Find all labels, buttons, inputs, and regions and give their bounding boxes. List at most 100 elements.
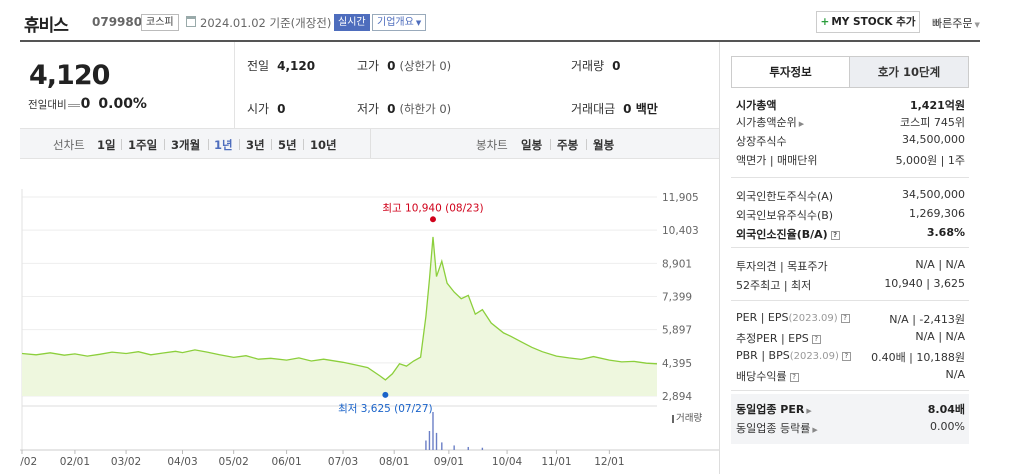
change-label: 전일대비 [28,99,67,111]
info-label[interactable]: 시가총액순위 ▶ [736,114,804,130]
info-label-text: 배당수익률 [736,370,787,383]
info-row: 외국인소진율(B/A)? 3.68% [736,226,965,244]
stat-label: 전일 [247,59,270,73]
info-label-text: 외국인소진율(B/A) [736,228,828,241]
quick-order-button[interactable]: 빠른주문 ▼ [932,15,980,31]
stat-sub: (상한가 0) [399,59,452,73]
x-tick-label: 01/02 [20,456,37,468]
volume-legend-label: 거래량 [676,413,703,424]
help-icon[interactable]: ? [840,313,850,323]
stat-label: 거래량 [571,59,605,73]
section-divider [731,300,969,301]
max-point-marker [429,216,436,223]
info-value: N/A [945,368,965,381]
period-1d[interactable]: 1일 [97,138,116,152]
info-label-text: 상장주식수 [736,135,787,148]
period-1y[interactable]: 1년 [214,138,233,152]
candle-monthly[interactable]: 월봉 [593,138,615,152]
info-period: (2023.09) [789,351,839,362]
x-tick-label: 08/01 [379,456,409,468]
volume-legend: 거래량 [672,410,702,424]
info-label-text: 액면가 | 매매단위 [736,154,818,167]
header-divider [20,40,980,42]
help-icon[interactable]: ? [841,351,851,361]
info-label: 52주최고 | 최저 [736,277,811,293]
volume-bar [467,446,469,450]
info-value: 5,000원 | 1주 [895,154,965,167]
chevron-right-icon: ▶ [806,407,812,415]
period-3m[interactable]: 3개월 [171,138,201,152]
info-label-text: 52주최고 | 최저 [736,279,812,292]
tab-investment-info[interactable]: 투자정보 [731,56,850,88]
current-price: 4,120 [29,60,110,91]
info-label[interactable]: 동일업종 등락률 ▶ [736,420,818,436]
info-label-text: PBR | BPS [736,349,790,362]
period-10y[interactable]: 10년 [310,138,337,152]
info-value: N/A | N/A [915,258,965,271]
info-label-text: PER | EPS [736,311,789,324]
stock-name: 휴비스 [24,16,69,36]
info-label: PBR | BPS(2023.09)? [736,349,851,362]
chevron-down-icon: ▼ [974,21,980,29]
x-tick-label: 06/01 [271,456,301,468]
period-5y[interactable]: 5년 [278,138,297,152]
y-tick-label: 8,901 [662,258,692,270]
info-label[interactable]: 동일업종 PER ▶ [736,401,812,417]
info-label-text: 외국인한도주식수(A) [736,190,834,203]
x-tick-label: 10/04 [492,456,523,468]
info-value: 0.40배 | 10,188원 [871,351,965,364]
price-stats: 전일 4,120 고가 0 (상한가 0) 거래량 0 시가 0 저가 0 (하한가 0) 거… [236,42,719,128]
info-label: 외국인보유주식수(B) [736,207,833,223]
info-label-text: 시가총액순위 [736,116,797,129]
y-tick-label: 7,399 [662,292,692,304]
price-chart-svg: 11,905 10,403 8,901 7,399 5,897 4,395 2,894 최고 … [20,189,719,468]
period-1w[interactable]: 1주일 [128,138,158,152]
separator [303,139,304,150]
info-row: 상장주식수 34,500,000 [736,133,965,151]
x-tick-label: 11/01 [541,456,571,468]
info-value: 0.00% [930,420,965,433]
x-tick-label: 02/01 [60,456,90,468]
info-value: 8.04배 [927,403,965,416]
stat-value: 0 [387,59,396,73]
add-mystock-button[interactable]: + MY STOCK 추가 [816,11,920,33]
price-chart[interactable]: 11,905 10,403 8,901 7,399 5,897 4,395 2,894 최고 … [20,160,719,474]
stat-prev: 전일 4,120 [247,57,315,74]
price-summary: 4,120 전일대비 0 0.00% [20,42,235,128]
help-icon[interactable]: ? [830,230,840,240]
y-tick-label: 2,894 [662,391,692,403]
stock-header: 휴비스 079980 코스피 2024.01.02 기준(개장전) 실시간 기업… [0,0,1009,40]
price-area [22,236,657,396]
min-point-marker [382,391,389,398]
separator [271,139,272,150]
info-row: 시가총액순위 ▶ 코스피 745위 [736,114,965,132]
x-tick-label: 04/03 [167,456,197,468]
tab-order-book[interactable]: 호가 10단계 [849,56,969,88]
candle-weekly[interactable]: 주봉 [557,138,579,152]
stat-value: 0 [387,102,396,116]
info-row: 시가총액 1,421억원 [736,97,965,115]
period-3y[interactable]: 3년 [246,138,265,152]
info-value: 1,421억원 [909,99,965,112]
info-label: 투자의견 | 목표주가 [736,258,828,274]
stat-low: 저가 0 (하한가 0) [357,100,451,117]
info-row: PER | EPS(2023.09)? N/A | -2,413원 [736,311,965,329]
stat-high: 고가 0 (상한가 0) [357,57,451,74]
info-row: 동일업종 PER ▶ 8.04배 [736,401,965,419]
volume-bar [453,445,455,450]
help-icon[interactable]: ? [789,372,799,382]
realtime-button[interactable]: 실시간 [334,14,370,31]
info-label: 외국인한도주식수(A) [736,188,833,204]
company-overview-button[interactable]: 기업개요 ▼ [372,14,427,31]
stat-label: 거래대금 [571,102,616,116]
change-row: 전일대비 0 0.00% [28,96,147,112]
info-row: 투자의견 | 목표주가 N/A | N/A [736,258,965,276]
stat-volume: 거래량 0 [571,57,620,74]
candle-daily[interactable]: 일봉 [521,138,543,152]
separator [208,139,209,150]
help-icon[interactable]: ? [811,334,821,344]
stat-label: 저가 [357,102,380,116]
stat-amount: 거래대금 0 백만 [571,100,658,117]
stat-value: 0 백만 [623,102,658,116]
separator [586,139,587,150]
